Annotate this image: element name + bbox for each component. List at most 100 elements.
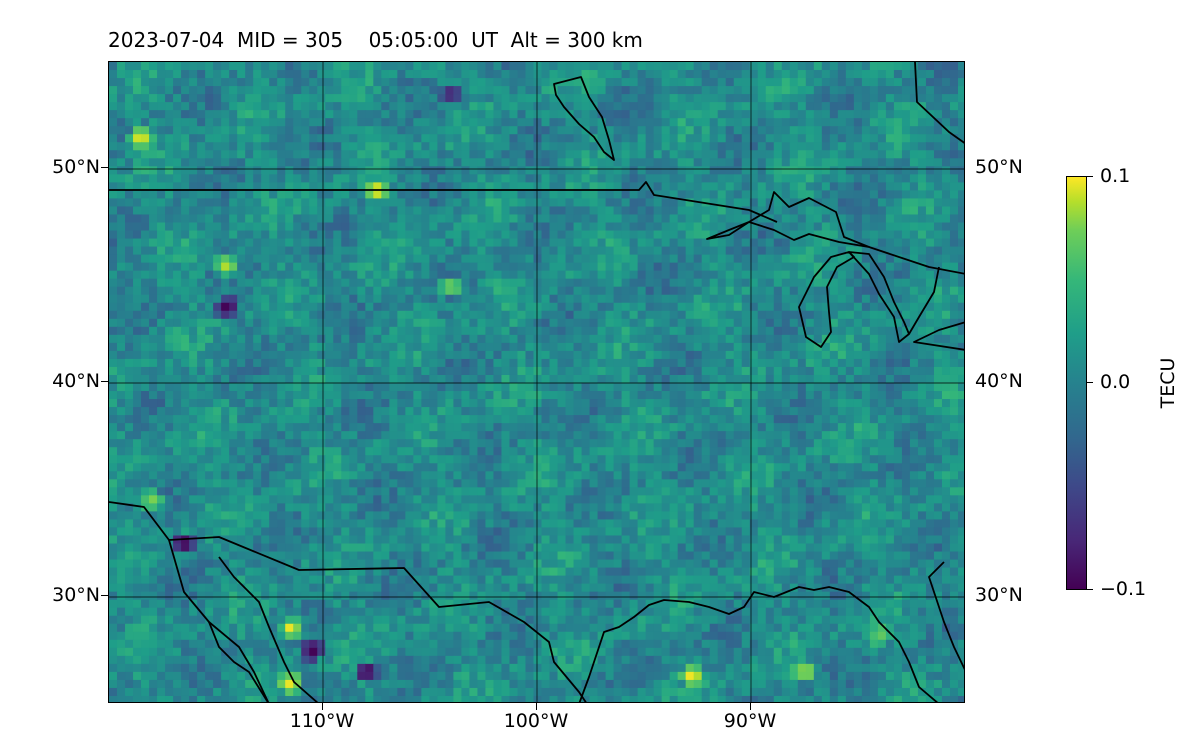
heatmap-cell xyxy=(765,206,775,216)
heatmap-cell xyxy=(749,222,759,232)
heatmap-cell xyxy=(453,358,463,368)
heatmap-cell xyxy=(869,126,879,135)
heatmap-cell xyxy=(829,278,839,288)
heatmap-cell xyxy=(349,246,358,256)
heatmap-cell xyxy=(637,415,647,424)
heatmap-cell xyxy=(333,366,342,376)
heatmap-cell xyxy=(237,198,246,208)
heatmap-cell xyxy=(685,166,695,175)
heatmap-cell xyxy=(709,190,719,200)
heatmap-cell xyxy=(909,423,919,432)
heatmap-cell xyxy=(229,166,238,175)
heatmap-cell xyxy=(941,334,951,344)
heatmap-cell xyxy=(837,190,847,200)
heatmap-cell xyxy=(829,70,839,79)
heatmap-cell xyxy=(269,214,278,224)
heatmap-cell xyxy=(269,358,278,368)
heatmap-cell xyxy=(309,302,318,312)
heatmap-cell xyxy=(437,278,446,288)
heatmap-cell xyxy=(357,294,366,304)
heatmap-cell xyxy=(869,94,879,103)
heatmap-cell xyxy=(381,326,390,336)
heatmap-cell xyxy=(197,206,206,216)
heatmap-cell xyxy=(397,174,406,183)
heatmap-cell xyxy=(541,190,551,200)
heatmap-cell xyxy=(613,222,623,232)
heatmap-cell xyxy=(909,174,919,183)
heatmap-cell xyxy=(661,342,671,352)
heatmap-cell xyxy=(285,102,294,111)
heatmap-cell xyxy=(733,198,743,208)
heatmap-cell xyxy=(805,214,815,224)
heatmap-cell xyxy=(285,110,294,119)
heatmap-cell xyxy=(549,70,559,79)
heatmap-cell xyxy=(589,62,599,71)
heatmap-cell xyxy=(549,62,559,71)
heatmap-cell xyxy=(125,415,134,424)
heatmap-cell xyxy=(245,70,254,79)
heatmap-cell xyxy=(173,166,182,175)
heatmap-cell xyxy=(413,238,422,248)
heatmap-cell xyxy=(581,166,591,175)
heatmap-cell xyxy=(237,350,246,360)
heatmap-cell xyxy=(317,182,326,192)
heatmap-cell xyxy=(325,158,334,167)
heatmap-cell xyxy=(709,86,719,95)
heatmap-cell xyxy=(501,198,511,208)
heatmap-cell xyxy=(357,431,366,440)
heatmap-cell xyxy=(573,334,583,344)
map-panel[interactable] xyxy=(108,61,965,703)
heatmap-cell xyxy=(357,70,366,79)
heatmap-cell xyxy=(445,206,454,216)
heatmap-cell xyxy=(269,198,278,208)
heatmap-cell xyxy=(805,134,815,143)
heatmap-cell xyxy=(469,134,479,143)
heatmap-cell xyxy=(461,190,471,200)
heatmap-cell xyxy=(229,158,238,167)
heatmap-cell xyxy=(941,182,951,192)
heatmap-cell xyxy=(853,286,863,296)
heatmap-cell xyxy=(933,310,943,320)
heatmap-cell xyxy=(429,294,438,304)
heatmap-cell xyxy=(349,190,358,200)
heatmap-cell xyxy=(445,102,454,111)
heatmap-cell xyxy=(621,302,631,312)
heatmap-cell xyxy=(261,342,270,352)
heatmap-cell xyxy=(765,70,775,79)
heatmap-cell xyxy=(357,214,366,224)
heatmap-cell xyxy=(805,182,815,192)
heatmap-cell xyxy=(405,326,414,336)
heatmap-cell xyxy=(365,270,374,280)
heatmap-cell xyxy=(469,334,479,344)
heatmap-cell xyxy=(301,198,310,208)
heatmap-cell xyxy=(853,358,863,368)
heatmap-cell xyxy=(429,118,438,127)
heatmap-cell xyxy=(621,142,631,151)
heatmap-cell xyxy=(413,182,422,192)
heatmap-cell xyxy=(605,399,615,408)
heatmap-cell xyxy=(957,254,964,264)
heatmap-cell xyxy=(285,286,294,296)
heatmap-cell xyxy=(565,198,575,208)
heatmap-cell xyxy=(549,278,559,288)
heatmap-cell xyxy=(621,182,631,192)
heatmap-cell xyxy=(221,342,230,352)
heatmap-cell xyxy=(525,78,535,87)
heatmap-cell xyxy=(789,190,799,200)
heatmap-cell xyxy=(509,222,519,232)
heatmap-cell xyxy=(157,310,166,320)
heatmap-cell xyxy=(621,383,631,392)
heatmap-cell xyxy=(605,254,615,264)
heatmap-cell xyxy=(197,86,206,95)
heatmap-cell xyxy=(669,334,679,344)
heatmap-cell xyxy=(157,415,166,424)
heatmap-cell xyxy=(733,318,743,328)
heatmap-cell xyxy=(429,334,438,344)
heatmap-cell xyxy=(629,206,639,216)
heatmap-cell xyxy=(309,62,318,71)
heatmap-cell xyxy=(917,358,927,368)
heatmap-cell xyxy=(205,142,214,151)
heatmap-cell xyxy=(517,134,527,143)
heatmap-cell xyxy=(269,94,278,103)
heatmap-cell xyxy=(229,318,238,328)
